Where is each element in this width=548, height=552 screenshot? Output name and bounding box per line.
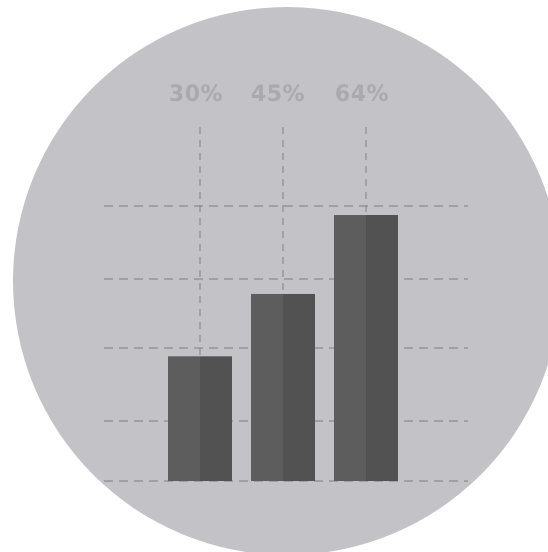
background-circle	[13, 7, 548, 552]
bar-left-face	[251, 293, 283, 481]
value-label: 64%	[335, 82, 389, 107]
bar-left-face	[334, 215, 366, 481]
bar-left-face	[168, 356, 200, 481]
bar	[251, 293, 315, 481]
value-labels: 30% 45% 64%	[169, 82, 389, 107]
bar-right-face	[283, 293, 315, 481]
bar	[168, 356, 232, 481]
bar	[334, 215, 398, 481]
leader-lines	[199, 127, 367, 356]
bars	[168, 215, 398, 481]
value-label: 45%	[251, 82, 305, 107]
bar-right-face	[366, 215, 398, 481]
value-label: 30%	[169, 82, 223, 107]
bar-right-face	[200, 356, 232, 481]
